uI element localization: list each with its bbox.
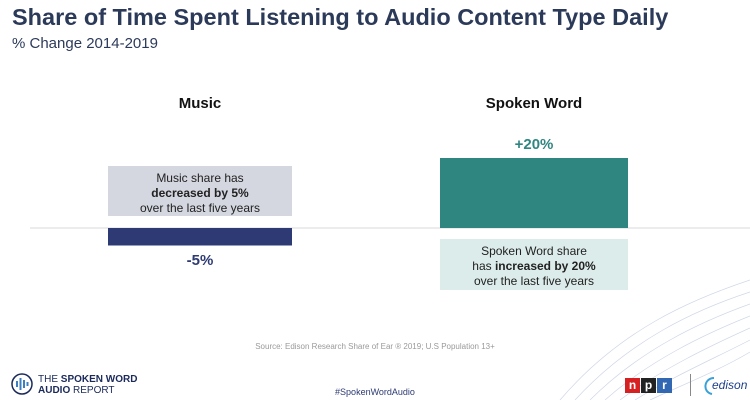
category-label-spoken-word: Spoken Word	[485, 95, 583, 112]
source-note: Source: Edison Research Share of Ear ® 2…	[255, 342, 495, 351]
category-label-music: Music	[178, 95, 222, 112]
report-logo-suffix: REPORT	[70, 385, 115, 396]
edison-research-logo: edison	[700, 372, 748, 398]
annotation-spoken-word-highlight: increased by 20%	[494, 259, 596, 273]
page-subtitle: % Change 2014-2019	[12, 35, 158, 52]
annotation-music-line3: over the last five years	[139, 201, 261, 215]
report-logo-prefix: THE	[38, 374, 61, 385]
annotation-music: Music share has decreased by 5% over the…	[108, 166, 292, 216]
annotation-spoken-word-line1: Spoken Word share	[481, 244, 587, 258]
logo-divider	[690, 374, 691, 396]
value-label-music: -5%	[186, 252, 214, 269]
annotation-spoken-word-prefix: has	[472, 259, 495, 273]
report-logo-audio: AUDIO	[38, 385, 71, 396]
edison-logo-text: edison	[712, 378, 748, 392]
annotation-spoken-word: Spoken Word share has increased by 20% o…	[440, 239, 628, 290]
edison-swoosh-icon	[704, 377, 715, 395]
hashtag: #SpokenWordAudio	[335, 387, 415, 397]
npr-letter-r: r	[657, 378, 672, 393]
bar-spoken-word	[440, 158, 628, 228]
page-title: Share of Time Spent Listening to Audio C…	[12, 4, 669, 30]
value-label-spoken-word: +20%	[514, 136, 554, 153]
annotation-music-line1: Music share has	[156, 171, 244, 185]
npr-letter-p: p	[641, 378, 656, 393]
audio-wave-icon	[11, 373, 33, 395]
annotation-spoken-word-line3: over the last five years	[473, 274, 595, 288]
npr-letter-n: n	[625, 378, 640, 393]
bar-music	[108, 228, 292, 246]
annotation-music-highlight: decreased by 5%	[151, 186, 249, 200]
report-logo-bold: SPOKEN WORD	[60, 374, 138, 385]
